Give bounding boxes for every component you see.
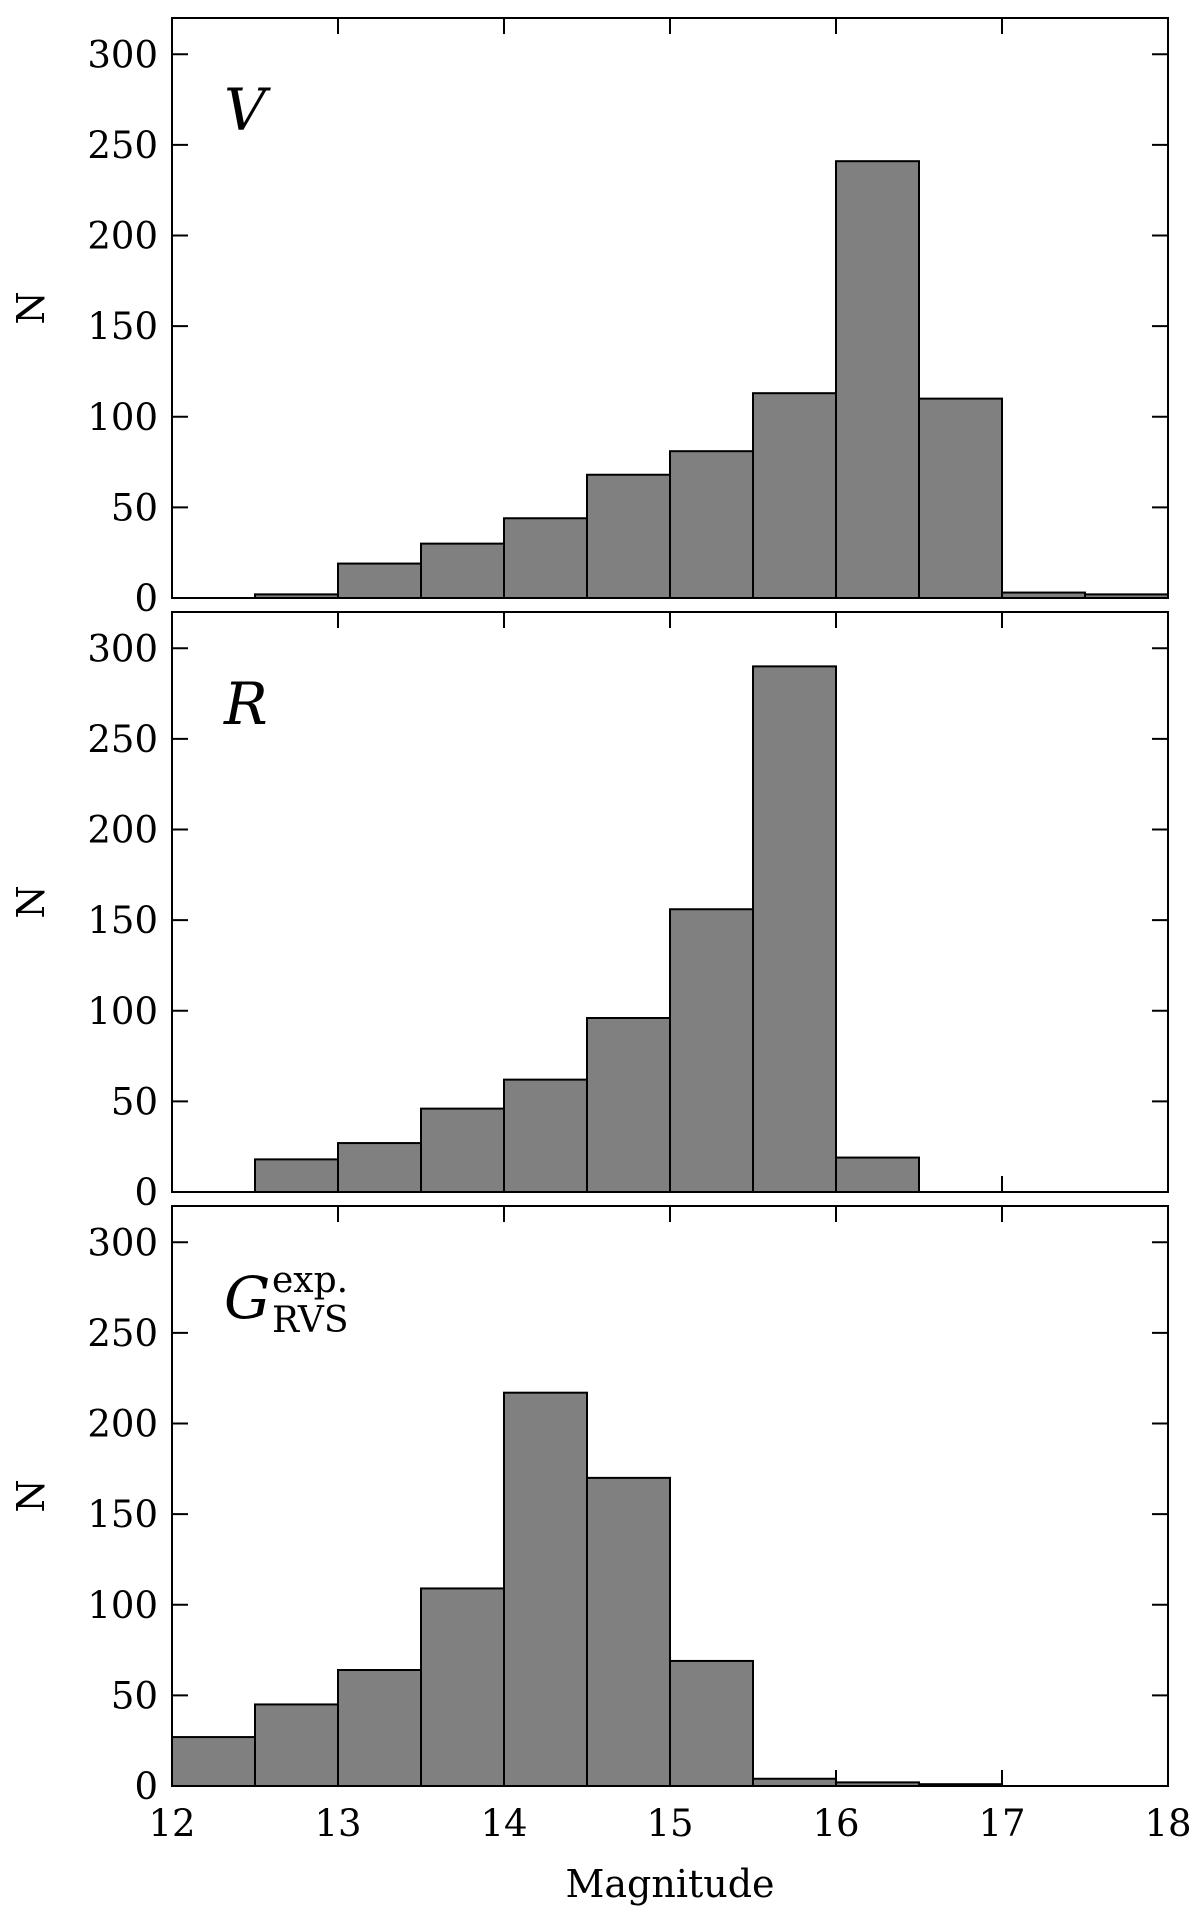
y-tick-label: 200 — [87, 215, 158, 258]
x-tick-label: 16 — [812, 1802, 859, 1845]
histogram-bar — [420, 542, 505, 599]
histogram-bar — [503, 1391, 588, 1787]
panel-label-main: G — [224, 1264, 270, 1332]
y-tick-label: 150 — [87, 305, 158, 348]
histogram-bar — [586, 1017, 671, 1193]
y-tick-label: 0 — [134, 1171, 158, 1214]
y-axis-label: N — [9, 885, 53, 918]
x-tick-label: 18 — [1144, 1802, 1191, 1845]
histogram-bar — [752, 392, 837, 599]
histogram-bar — [835, 1156, 920, 1193]
x-tick-label: 15 — [646, 1802, 693, 1845]
histogram-bar — [586, 1476, 671, 1787]
panel-label-subscript: RVS — [272, 1300, 348, 1341]
histogram-bar — [835, 160, 920, 599]
histogram-bar — [669, 1659, 754, 1787]
y-tick-label: 100 — [87, 1584, 158, 1627]
y-tick-label: 100 — [87, 396, 158, 439]
panel-1: 0 50 100 150 200 250 300 N V — [9, 17, 1169, 620]
histogram-bar — [420, 1587, 505, 1787]
histogram-bar — [337, 1669, 422, 1787]
x-tick-label: 17 — [978, 1802, 1025, 1845]
x-tick-label: 13 — [314, 1802, 361, 1845]
y-tick-label: 150 — [87, 899, 158, 942]
y-axis-label: N — [9, 291, 53, 324]
histogram-bar — [752, 1777, 837, 1787]
histogram-bar — [337, 562, 422, 599]
histogram-bar — [420, 1107, 505, 1193]
x-tick-label: 12 — [148, 1802, 195, 1845]
panel-label-superscript: exp. — [272, 1260, 348, 1301]
histogram-bar — [503, 1078, 588, 1193]
y-tick-label: 0 — [134, 577, 158, 620]
y-tick-label: 50 — [111, 486, 158, 529]
y-tick-label: 250 — [87, 718, 158, 761]
panel-label-main: R — [223, 670, 268, 738]
histogram-bar — [171, 1736, 256, 1787]
y-tick-label: 250 — [87, 124, 158, 167]
y-tick-label: 200 — [87, 809, 158, 852]
panel-label-main: V — [224, 76, 271, 144]
histogram-bar — [254, 1703, 339, 1787]
histogram-bar — [586, 473, 671, 599]
histogram-bar — [337, 1142, 422, 1193]
y-tick-label: 0 — [134, 1765, 158, 1808]
y-axis-label: N — [9, 1479, 53, 1512]
panels: 050100150200250300NV050100150200250300NR… — [9, 17, 1192, 1845]
y-tick-label: 300 — [87, 1221, 158, 1264]
y-tick-label: 250 — [87, 1312, 158, 1355]
x-axis-label: Magnitude — [565, 1862, 774, 1906]
panel-label: R — [223, 670, 268, 738]
y-tick-label: 300 — [87, 627, 158, 670]
histogram-bar — [669, 908, 754, 1193]
histogram-bar — [918, 397, 1003, 599]
y-tick-label: 100 — [87, 990, 158, 1033]
histogram-bar — [503, 517, 588, 599]
y-tick-label: 50 — [111, 1080, 158, 1123]
histogram-bar — [254, 1158, 339, 1193]
y-tick-label: 200 — [87, 1403, 158, 1446]
panel-2: 0 50 100 150 200 250 300 N R — [9, 611, 1169, 1214]
x-tick-label: 14 — [480, 1802, 527, 1845]
panel-label: G — [224, 1264, 270, 1332]
panel-label: V — [224, 76, 271, 144]
histogram-bar — [669, 450, 754, 599]
panel-3: 0 50 100 150 200 250 300 N G exp.RVS — [9, 1205, 1169, 1808]
histogram-bar — [752, 665, 837, 1193]
y-tick-label: 300 — [87, 33, 158, 76]
y-tick-label: 150 — [87, 1493, 158, 1536]
y-tick-label: 50 — [111, 1674, 158, 1717]
